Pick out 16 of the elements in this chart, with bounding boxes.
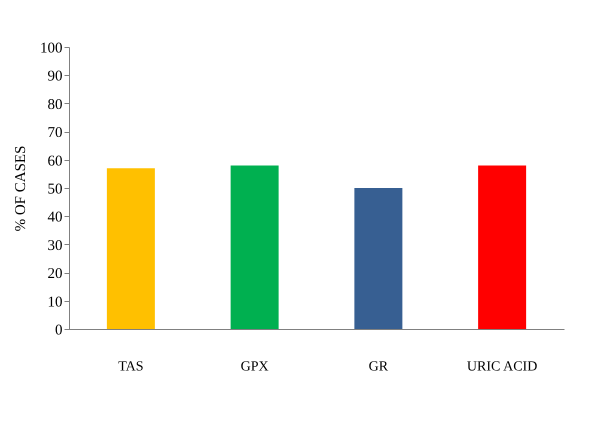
x-tick-label: GR [368,360,389,374]
y-tick-label: 0 [55,322,62,338]
y-tick-label: 40 [48,210,62,226]
x-tick-label: TAS [118,360,144,374]
x-tick-label: GPX [240,360,269,374]
y-tick-label: 100 [40,40,62,56]
y-tick-label: 70 [48,125,62,142]
y-tick-label: 20 [48,266,62,282]
y-tick-label: 80 [48,96,62,113]
x-tick-label: URIC ACID [466,360,538,374]
y-tick-label: 10 [48,294,62,310]
y-tick-label: 30 [48,238,62,254]
y-tick-label: 60 [48,153,62,170]
y-tick-label: 90 [48,68,62,85]
y-tick-label: 50 [48,182,62,198]
y-axis-title: % OF CASES [13,146,29,232]
